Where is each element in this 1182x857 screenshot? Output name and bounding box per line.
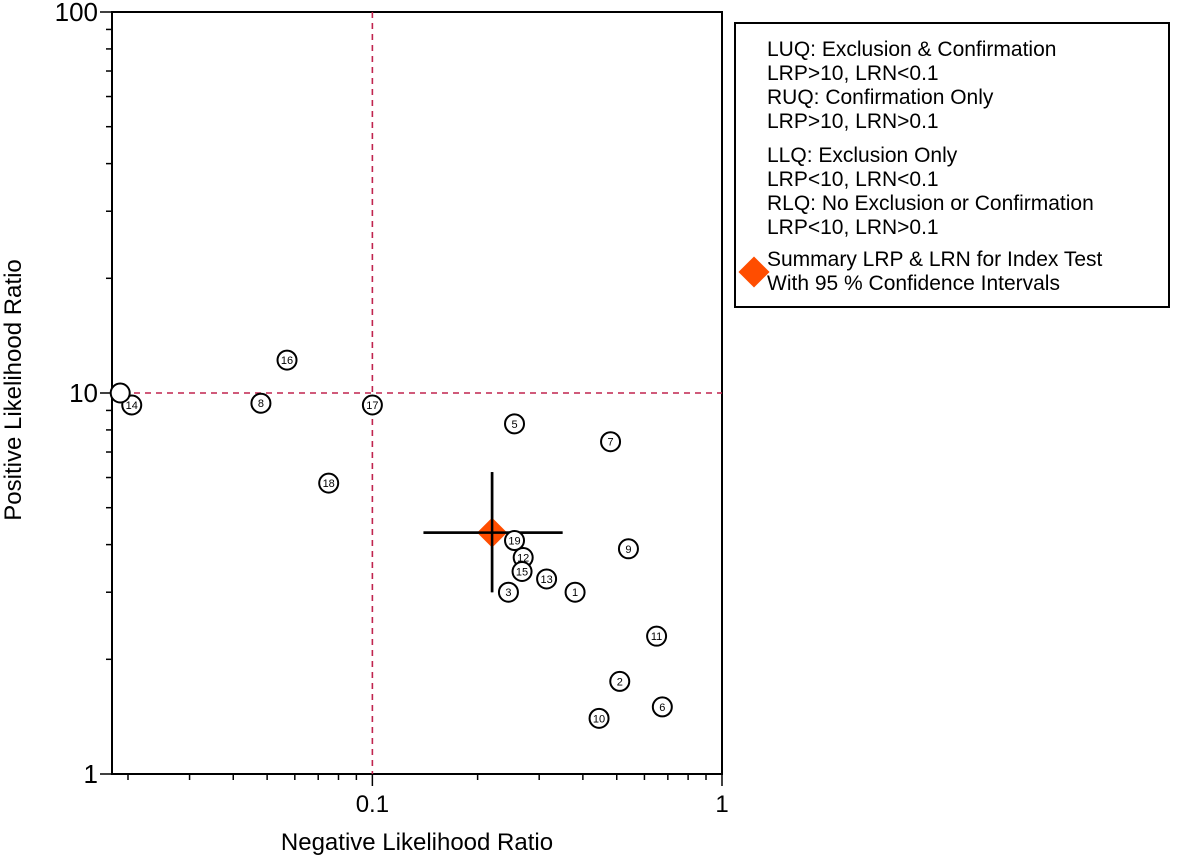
study-point: 1 [564,581,586,603]
study-point: 9 [617,538,639,560]
legend: LUQ: Exclusion & Confirmation LRP>10, LRN… [734,22,1170,308]
legend-summary-line: With 95 % Confidence Intervals [767,272,1060,295]
study-point: 5 [504,413,526,435]
study-marker [651,696,673,718]
study-label: 9 [625,544,631,556]
legend-line: LUQ: Exclusion & Confirmation [767,38,1057,61]
study-point: 18 [318,472,340,494]
y-axis: 1 10 100 [55,0,112,789]
study-label: 13 [540,574,552,586]
legend-line: RLQ: No Exclusion or Confirmation [767,192,1094,215]
reference-lines [112,12,722,774]
y-tick-label: 100 [55,0,98,27]
study-label: 15 [516,567,528,579]
study-marker [276,349,298,371]
summary-estimate [423,472,563,593]
study-point [109,382,131,404]
y-tick-label: 10 [69,378,98,408]
study-point: 10 [588,707,610,729]
study-marker [250,392,272,414]
study-marker [536,568,558,590]
study-marker [511,561,533,583]
study-point: 7 [600,431,622,453]
study-marker [564,581,586,603]
legend-line: LRP>10, LRN<0.1 [767,62,939,85]
study-label: 2 [617,676,623,688]
study-point: 13 [536,568,558,590]
study-label: 18 [323,478,335,490]
study-marker [497,581,519,603]
study-label: 7 [607,437,613,449]
legend-line: LRP>10, LRN>0.1 [767,110,939,133]
summary-diamond-icon [738,256,770,288]
study-marker [361,394,383,416]
study-point: 15 [511,561,533,583]
x-axis-label: Negative Likelihood Ratio [281,829,553,856]
study-marker [600,431,622,453]
study-point: 19 [504,530,526,552]
study-point: 3 [497,581,519,603]
study-label: 5 [511,419,517,431]
study-point: 17 [361,394,383,416]
study-point: 8 [250,392,272,414]
legend-line: RUQ: Confirmation Only [767,86,994,109]
study-label: 10 [593,713,605,725]
study-label: 19 [508,536,520,548]
study-label: 8 [258,398,264,410]
study-label: 1 [572,587,578,599]
study-label: 17 [366,400,378,412]
study-marker [109,382,131,404]
study-point: 16 [276,349,298,371]
legend-summary-line: Summary LRP & LRN for Index Test [767,248,1103,271]
study-marker [588,707,610,729]
study-label: 14 [126,400,138,412]
x-tick-label: 0.1 [356,791,389,818]
study-point: 11 [646,625,668,647]
y-axis-label: Positive Likelihood Ratio [0,259,27,520]
study-marker [609,670,631,692]
study-marker [617,538,639,560]
study-point: 6 [651,696,673,718]
study-marker [646,625,668,647]
study-label: 16 [281,355,293,367]
x-tick-label: 1 [715,791,728,818]
x-axis: 0.1 1 [127,774,729,818]
study-point: 2 [609,670,631,692]
study-label: 11 [651,631,662,643]
legend-line: LRP<10, LRN<0.1 [767,168,939,191]
study-marker [504,413,526,435]
study-marker [318,472,340,494]
legend-line: LLQ: Exclusion Only [767,144,958,167]
study-label: 3 [505,587,511,599]
legend-line: LRP<10, LRN>0.1 [767,216,939,239]
y-tick-label: 1 [84,759,98,789]
study-label: 6 [659,702,665,714]
study-marker [504,530,526,552]
